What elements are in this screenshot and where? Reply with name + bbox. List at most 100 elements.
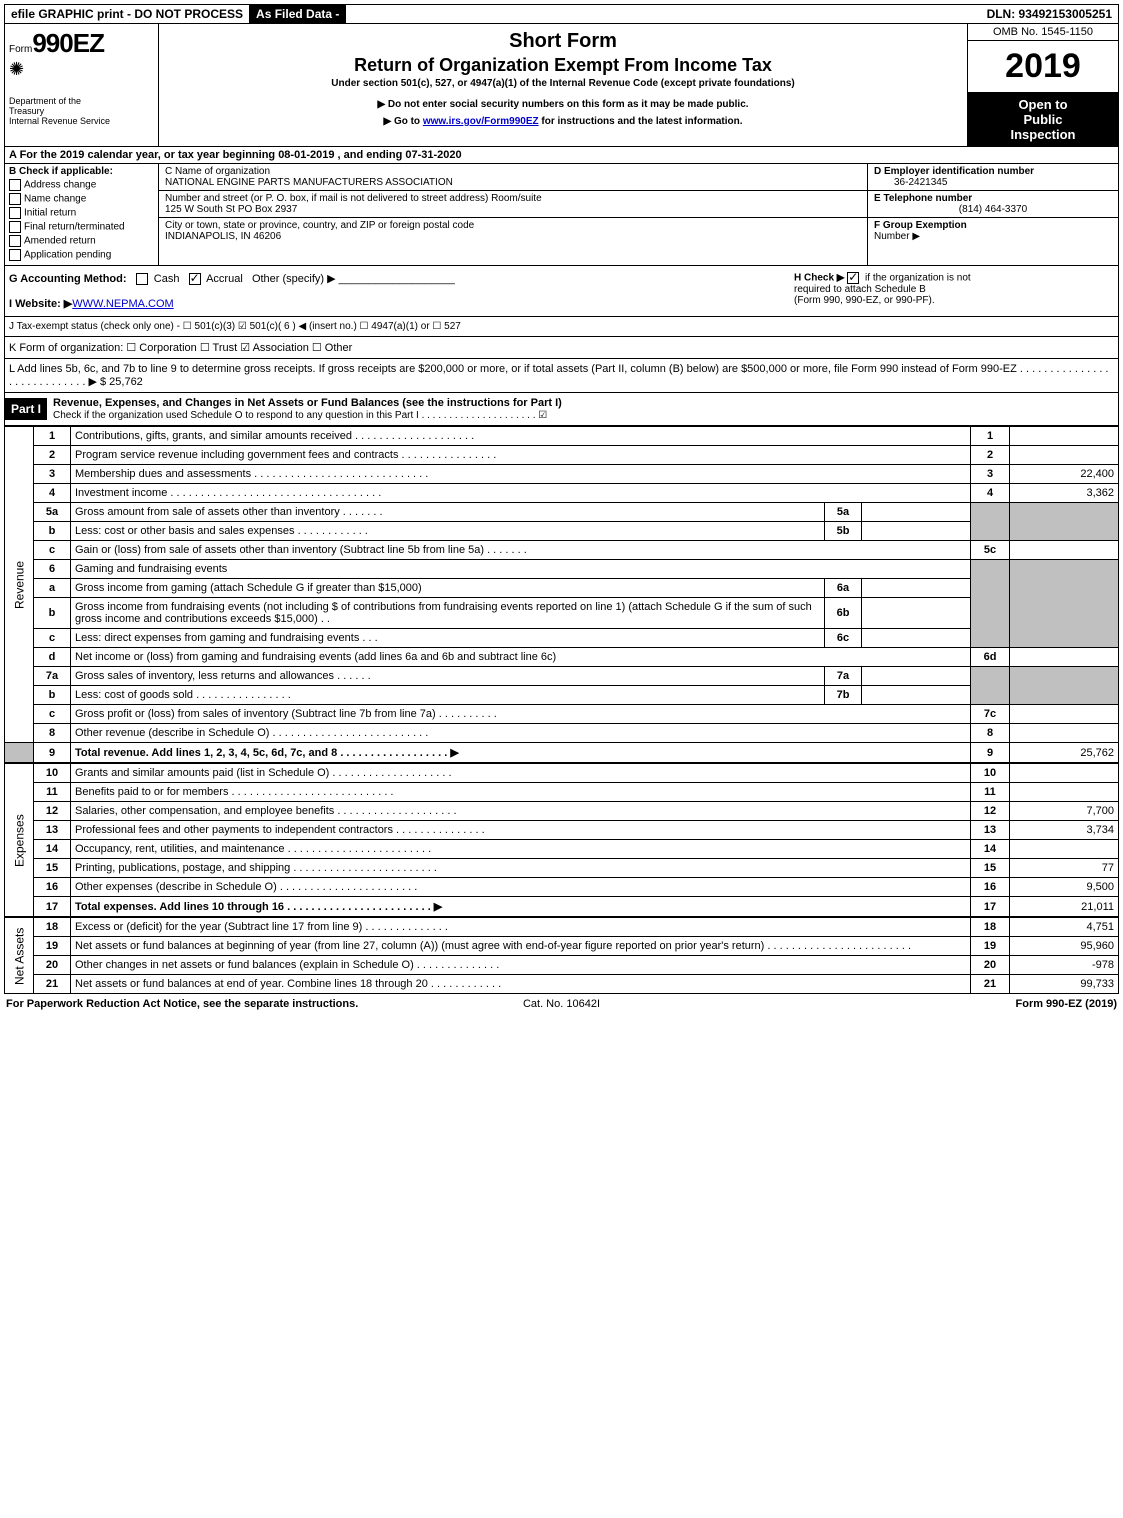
- line-amount: [1010, 705, 1119, 724]
- check-amended: Amended return: [9, 235, 154, 247]
- c-name-block: C Name of organization NATIONAL ENGINE P…: [159, 164, 867, 191]
- checkbox-h[interactable]: [847, 272, 859, 284]
- title-return: Return of Organization Exempt From Incom…: [167, 55, 959, 76]
- h-pre: H Check ▶: [794, 273, 844, 284]
- line-amount: 4,751: [1010, 918, 1119, 937]
- insp2: Public: [1023, 112, 1062, 127]
- checkbox-accrual[interactable]: [189, 273, 201, 285]
- subline-num: 6c: [825, 629, 862, 648]
- row-g-h: G Accounting Method: Cash Accrual Other …: [4, 266, 1119, 317]
- line-num: a: [34, 579, 71, 598]
- subline-val: [862, 522, 971, 541]
- ein-value: 36-2421345: [894, 177, 947, 188]
- checkbox-icon[interactable]: [9, 193, 21, 205]
- line-ref: 11: [971, 783, 1010, 802]
- line-num: 14: [34, 840, 71, 859]
- line-text: Investment income . . . . . . . . . . . …: [71, 484, 971, 503]
- line-text: Net income or (loss) from gaming and fun…: [71, 648, 971, 667]
- line-ref: 20: [971, 956, 1010, 975]
- line-text: Membership dues and assessments . . . . …: [71, 465, 971, 484]
- line-num: b: [34, 598, 71, 629]
- omb-number: OMB No. 1545-1150: [968, 24, 1118, 41]
- line-text: Total expenses. Add lines 10 through 16 …: [71, 897, 971, 917]
- dept2: Treasury: [9, 106, 44, 116]
- line-amount: [1010, 764, 1119, 783]
- expenses-vlabel: Expenses: [5, 764, 34, 917]
- line-num: c: [34, 705, 71, 724]
- g-other: Other (specify) ▶: [252, 273, 336, 285]
- subline-num: 7b: [825, 686, 862, 705]
- subline-val: [862, 579, 971, 598]
- line-num: 8: [34, 724, 71, 743]
- checkbox-cash[interactable]: [136, 273, 148, 285]
- line-ref: 15: [971, 859, 1010, 878]
- line-text: Occupancy, rent, utilities, and maintena…: [71, 840, 971, 859]
- line-amount: 3,734: [1010, 821, 1119, 840]
- line-amount: [1010, 648, 1119, 667]
- line-amount: 3,362: [1010, 484, 1119, 503]
- form-number: 990EZ: [32, 28, 104, 58]
- section-j: J Tax-exempt status (check only one) - ☐…: [4, 317, 1119, 337]
- checkbox-icon[interactable]: [9, 179, 21, 191]
- subtitle3: ▶ Go to www.irs.gov/Form990EZ for instru…: [167, 116, 959, 127]
- line-ref: 18: [971, 918, 1010, 937]
- line-num: c: [34, 629, 71, 648]
- line-amount: 77: [1010, 859, 1119, 878]
- line-text: Other changes in net assets or fund bala…: [71, 956, 971, 975]
- line-text: Gain or (loss) from sale of assets other…: [71, 541, 971, 560]
- part1-header: Part I Revenue, Expenses, and Changes in…: [4, 393, 1119, 426]
- section-h: H Check ▶ if the organization is not req…: [794, 272, 1114, 310]
- line-num: 10: [34, 764, 71, 783]
- line-text: Less: cost of goods sold . . . . . . . .…: [71, 686, 825, 705]
- line-ref: 6d: [971, 648, 1010, 667]
- g-label: G Accounting Method:: [9, 273, 127, 285]
- irs-eagle-icon: ✺: [9, 59, 154, 80]
- line-amount: -978: [1010, 956, 1119, 975]
- check-initial: Initial return: [9, 207, 154, 219]
- subline-num: 5b: [825, 522, 862, 541]
- checkbox-icon[interactable]: [9, 221, 21, 233]
- line-amount: [1010, 840, 1119, 859]
- line-amount: 9,500: [1010, 878, 1119, 897]
- line-text: Grants and similar amounts paid (list in…: [71, 764, 971, 783]
- grey-cell: [971, 503, 1010, 541]
- g-accrual: Accrual: [206, 273, 243, 285]
- subtitle1: Under section 501(c), 527, or 4947(a)(1)…: [167, 78, 959, 89]
- footer-form: Form 990-EZ (2019): [747, 998, 1117, 1010]
- line-text: Contributions, gifts, grants, and simila…: [71, 427, 971, 446]
- org-addr: 125 W South St PO Box 2937: [165, 204, 297, 215]
- line-text: Less: cost or other basis and sales expe…: [71, 522, 825, 541]
- b-heading: B Check if applicable:: [9, 166, 154, 177]
- h-line3: (Form 990, 990-EZ, or 990-PF).: [794, 295, 935, 306]
- dept3: Internal Revenue Service: [9, 116, 110, 126]
- netassets-vlabel: Net Assets: [5, 918, 34, 994]
- org-city: INDIANAPOLIS, IN 46206: [165, 231, 281, 242]
- checkbox-icon[interactable]: [9, 235, 21, 247]
- header-left: Form990EZ ✺ Department of the Treasury I…: [5, 24, 159, 146]
- check-name: Name change: [9, 193, 154, 205]
- line-num: b: [34, 522, 71, 541]
- tax-year: 2019: [968, 41, 1118, 93]
- h-line2: required to attach Schedule B: [794, 284, 926, 295]
- line-text: Printing, publications, postage, and shi…: [71, 859, 971, 878]
- line-num: 11: [34, 783, 71, 802]
- line-ref: 5c: [971, 541, 1010, 560]
- checkbox-icon[interactable]: [9, 207, 21, 219]
- sub3-post: for instructions and the latest informat…: [539, 116, 743, 127]
- irs-link[interactable]: www.irs.gov/Form990EZ: [423, 116, 539, 127]
- line-text: Total revenue. Add lines 1, 2, 3, 4, 5c,…: [71, 743, 971, 763]
- section-l: L Add lines 5b, 6c, and 7b to line 9 to …: [4, 359, 1119, 393]
- form-prefix: Form: [9, 44, 32, 55]
- line-text: Gross profit or (loss) from sales of inv…: [71, 705, 971, 724]
- checkbox-icon[interactable]: [9, 249, 21, 261]
- website-link[interactable]: WWW.NEPMA.COM: [72, 298, 173, 310]
- grey-cell: [1010, 560, 1119, 648]
- line-amount: 95,960: [1010, 937, 1119, 956]
- line-num: 3: [34, 465, 71, 484]
- line-text: Other expenses (describe in Schedule O) …: [71, 878, 971, 897]
- line-num: c: [34, 541, 71, 560]
- line-text: Net assets or fund balances at end of ye…: [71, 975, 971, 994]
- l-value: 25,762: [109, 376, 143, 388]
- line-ref: 19: [971, 937, 1010, 956]
- line-ref: 12: [971, 802, 1010, 821]
